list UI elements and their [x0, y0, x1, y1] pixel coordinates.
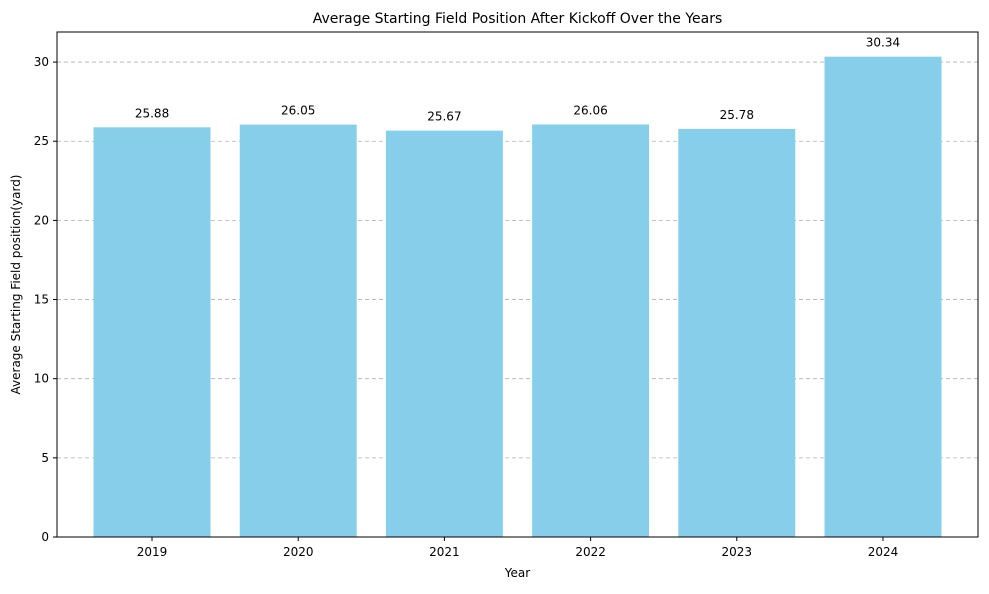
x-tick-label-2023: 2023	[722, 545, 753, 559]
bar-2019	[93, 127, 211, 538]
y-tick-label: 0	[41, 530, 49, 544]
chart-title: Average Starting Field Position After Ki…	[313, 11, 723, 27]
y-tick-label: 25	[34, 134, 49, 148]
bar-2022	[532, 124, 650, 537]
y-axis-label: Average Starting Field position(yard)	[9, 175, 23, 395]
x-tick-label-2020: 2020	[283, 545, 314, 559]
data-label-2024: 30.34	[866, 36, 900, 50]
data-label-2022: 26.06	[573, 103, 607, 117]
x-tick-label-2024: 2024	[868, 545, 899, 559]
data-label-2021: 25.67	[427, 110, 461, 124]
x-tick-label-2019: 2019	[137, 545, 168, 559]
x-tick-label-2022: 2022	[575, 545, 606, 559]
bar-2023	[678, 128, 796, 537]
x-axis-label: Year	[504, 566, 530, 580]
axes-frame	[56, 31, 979, 538]
y-tick-label: 15	[34, 293, 49, 307]
x-axis-ticks: 2019 2020 2021 2022 2023 2024	[137, 537, 898, 559]
bar-2021	[385, 130, 503, 537]
bar-2024	[824, 56, 942, 537]
data-labels: 25.88 26.05 25.67 26.06 25.78 30.34	[135, 36, 900, 124]
y-tick-label: 5	[41, 451, 49, 465]
y-tick-label: 30	[34, 55, 49, 69]
y-tick-label: 20	[34, 213, 49, 227]
bar-2020	[239, 124, 357, 538]
x-tick-label-2021: 2021	[429, 545, 460, 559]
data-label-2020: 26.05	[281, 104, 315, 118]
y-tick-label: 10	[34, 372, 49, 386]
y-axis-ticks: 0 5 10 15 20 25 30	[34, 55, 57, 544]
data-label-2019: 25.88	[135, 106, 169, 120]
bars	[93, 56, 942, 538]
data-label-2023: 25.78	[720, 108, 754, 122]
